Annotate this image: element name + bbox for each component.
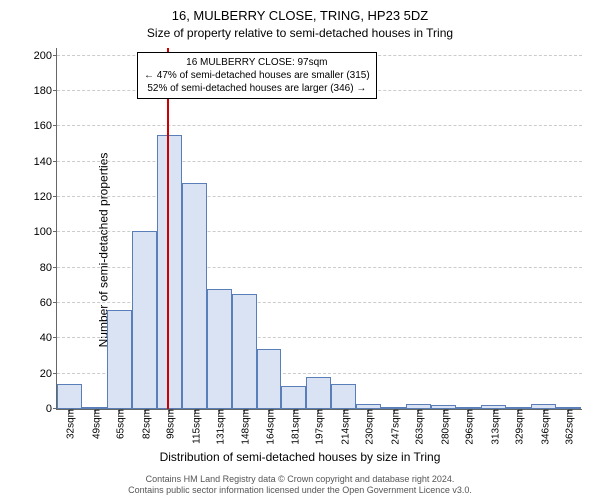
histogram-bar	[281, 386, 306, 409]
y-tick-label: 60	[40, 297, 57, 309]
histogram-bar	[207, 289, 232, 409]
histogram-bar	[182, 183, 207, 409]
histogram-bar	[132, 231, 157, 409]
x-axis-label: Distribution of semi-detached houses by …	[0, 450, 600, 464]
y-tick-mark	[53, 55, 57, 56]
y-tick-mark	[53, 161, 57, 162]
x-tick-label: 32sqm	[62, 409, 77, 439]
chart-title-main: 16, MULBERRY CLOSE, TRING, HP23 5DZ	[0, 8, 600, 23]
histogram-bar	[331, 384, 356, 409]
y-tick-mark	[53, 302, 57, 303]
grid-line	[57, 125, 582, 126]
histogram-bar	[257, 349, 282, 409]
y-tick-label: 140	[34, 156, 57, 168]
x-tick-label: 247sqm	[387, 409, 402, 445]
y-tick-label: 80	[40, 262, 57, 274]
x-tick-label: 98sqm	[161, 409, 176, 439]
footer-line: Contains public sector information licen…	[0, 485, 600, 496]
y-tick-mark	[53, 231, 57, 232]
y-tick-label: 120	[34, 191, 57, 203]
y-tick-label: 200	[34, 50, 57, 62]
plot-area: 02040608010012014016018020032sqm49sqm65s…	[56, 48, 582, 410]
x-tick-label: 346sqm	[536, 409, 551, 445]
histogram-bar	[57, 384, 82, 409]
chart-container: 16, MULBERRY CLOSE, TRING, HP23 5DZ Size…	[0, 0, 600, 500]
x-tick-label: 313sqm	[486, 409, 501, 445]
y-tick-mark	[53, 125, 57, 126]
grid-line	[57, 196, 582, 197]
x-tick-label: 214sqm	[337, 409, 352, 445]
y-tick-label: 100	[34, 226, 57, 238]
grid-line	[57, 161, 582, 162]
x-tick-label: 230sqm	[361, 409, 376, 445]
annotation-line: 52% of semi-detached houses are larger (…	[144, 82, 370, 95]
x-tick-label: 329sqm	[511, 409, 526, 445]
y-tick-label: 180	[34, 85, 57, 97]
y-tick-label: 0	[46, 403, 57, 415]
annotation-line: 16 MULBERRY CLOSE: 97sqm	[144, 56, 370, 69]
histogram-bar	[232, 294, 257, 409]
y-tick-label: 40	[40, 332, 57, 344]
annotation-line: ← 47% of semi-detached houses are smalle…	[144, 69, 370, 82]
x-tick-label: 82sqm	[137, 409, 152, 439]
histogram-bar	[107, 310, 132, 409]
histogram-bar	[306, 377, 331, 409]
y-tick-mark	[53, 90, 57, 91]
chart-title-sub: Size of property relative to semi-detach…	[0, 26, 600, 40]
footer-line: Contains HM Land Registry data © Crown c…	[0, 474, 600, 485]
x-tick-label: 65sqm	[111, 409, 126, 439]
reference-marker-line	[167, 48, 169, 409]
x-tick-label: 181sqm	[287, 409, 302, 445]
y-tick-label: 160	[34, 120, 57, 132]
x-tick-label: 131sqm	[211, 409, 226, 445]
x-tick-label: 362sqm	[560, 409, 575, 445]
x-tick-label: 115sqm	[187, 409, 202, 444]
x-tick-label: 263sqm	[411, 409, 426, 445]
x-tick-label: 296sqm	[461, 409, 476, 445]
x-tick-label: 280sqm	[436, 409, 451, 445]
chart-footer: Contains HM Land Registry data © Crown c…	[0, 474, 600, 496]
x-tick-label: 49sqm	[87, 409, 102, 439]
x-tick-label: 164sqm	[261, 409, 276, 445]
y-tick-mark	[53, 267, 57, 268]
y-tick-mark	[53, 337, 57, 338]
x-tick-label: 197sqm	[311, 409, 326, 445]
annotation-box: 16 MULBERRY CLOSE: 97sqm ← 47% of semi-d…	[137, 52, 377, 99]
y-tick-mark	[53, 373, 57, 374]
y-tick-label: 20	[40, 368, 57, 380]
y-tick-mark	[53, 196, 57, 197]
x-tick-label: 148sqm	[237, 409, 252, 445]
